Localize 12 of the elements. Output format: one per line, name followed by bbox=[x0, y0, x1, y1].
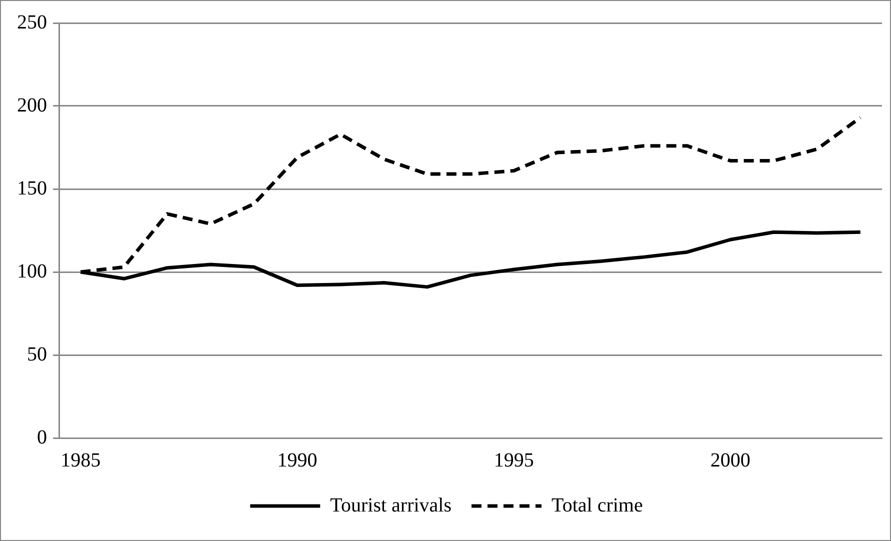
x-tick-label: 1985 bbox=[60, 449, 101, 472]
legend-label: Tourist arrivals bbox=[330, 494, 452, 516]
y-tick-label: 100 bbox=[17, 260, 47, 282]
y-tick-label: 0 bbox=[37, 426, 47, 448]
x-tick-label: 1990 bbox=[277, 449, 318, 472]
y-tick-label: 150 bbox=[17, 177, 47, 200]
y-tick-label: 250 bbox=[17, 11, 47, 34]
x-tick-label: 1995 bbox=[494, 449, 534, 472]
legend-label: Total crime bbox=[552, 494, 643, 516]
y-tick-label: 200 bbox=[17, 94, 47, 116]
y-tick-label: 50 bbox=[27, 343, 47, 366]
x-tick-label: 2000 bbox=[710, 449, 750, 472]
